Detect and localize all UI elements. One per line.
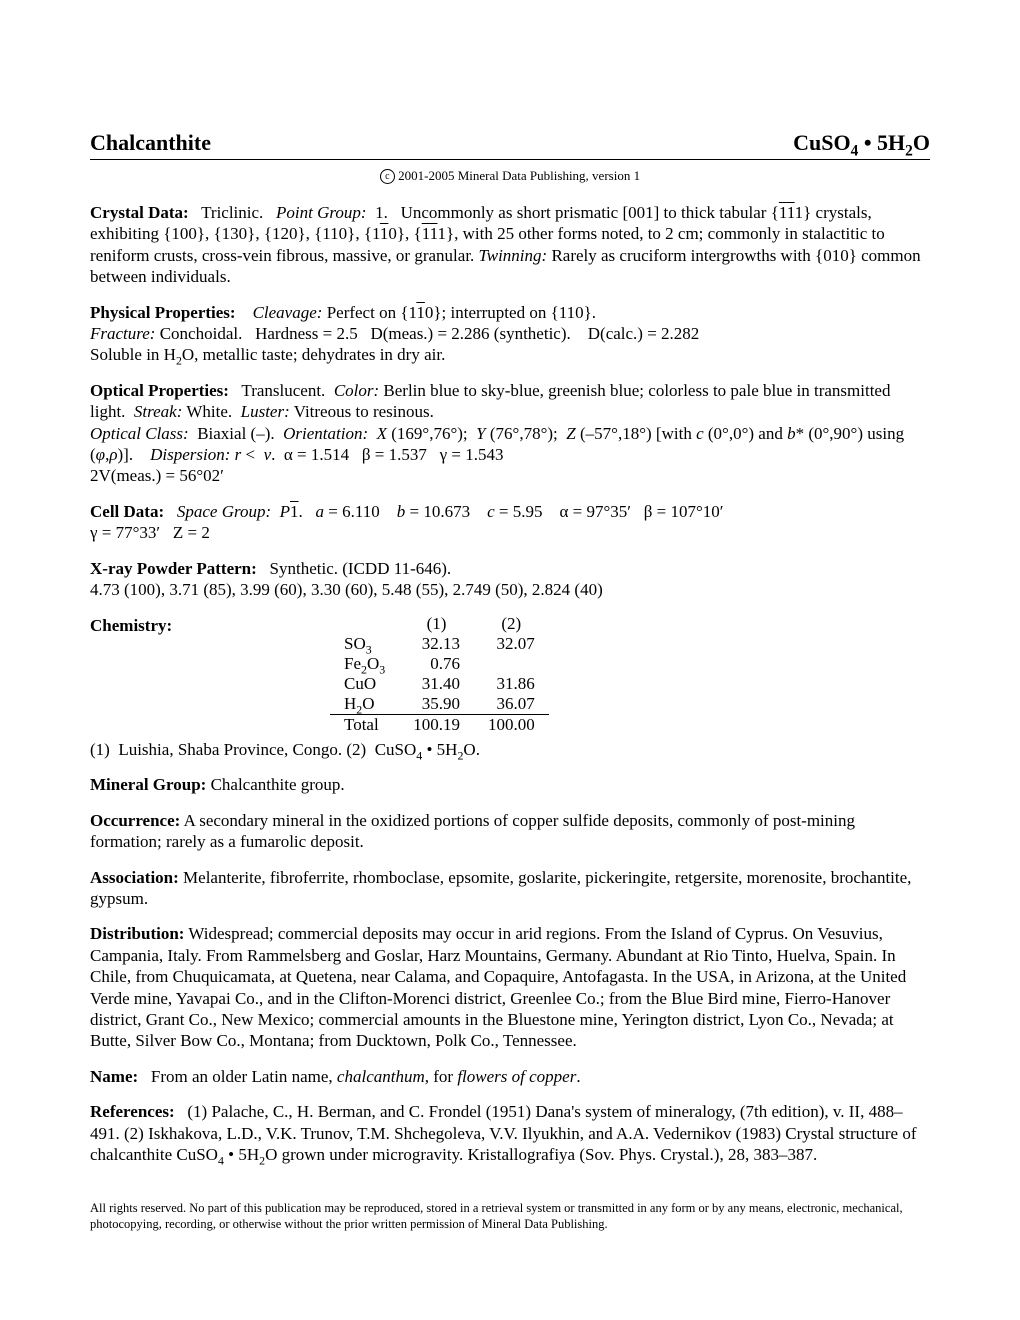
references-body: (1) Palache, C., H. Berman, and C. Frond…: [90, 1102, 917, 1164]
name-body: From an older Latin name, chalcanthum, f…: [138, 1067, 580, 1086]
cell-heading: Cell Data:: [90, 502, 164, 521]
occurrence-body: A secondary mineral in the oxidized port…: [90, 811, 855, 851]
copyright-line: c 2001-2005 Mineral Data Publishing, ver…: [90, 168, 930, 184]
crystal-data-heading: Crystal Data:: [90, 203, 189, 222]
chem-col-0: [330, 614, 399, 634]
physical-properties: Physical Properties: Cleavage: Perfect o…: [90, 302, 930, 366]
distribution: Distribution: Widespread; commercial dep…: [90, 923, 930, 1051]
crystal-data-body: Triclinic. Point Group: 1. Uncommonly as…: [90, 203, 921, 286]
xray-pattern: X-ray Powder Pattern: Synthetic. (ICDD 1…: [90, 558, 930, 601]
chem-row: Fe2O30.76: [330, 654, 549, 674]
mineral-group-body: Chalcanthite group.: [206, 775, 344, 794]
physical-heading: Physical Properties:: [90, 303, 236, 322]
copyright-text: 2001-2005 Mineral Data Publishing, versi…: [398, 168, 640, 183]
references: References: (1) Palache, C., H. Berman, …: [90, 1101, 930, 1165]
occurrence: Occurrence: A secondary mineral in the o…: [90, 810, 930, 853]
mineral-formula: CuSO4 • 5H2O: [793, 130, 930, 156]
page: Chalcanthite CuSO4 • 5H2O c 2001-2005 Mi…: [0, 0, 1020, 1320]
crystal-data: Crystal Data: Triclinic. Point Group: 1.…: [90, 202, 930, 288]
cell-body: Space Group: P1. a = 6.110 b = 10.673 c …: [90, 502, 724, 542]
optical-properties: Optical Properties: Translucent. Color: …: [90, 380, 930, 487]
chemistry-note: (1) Luishia, Shaba Province, Congo. (2) …: [90, 739, 930, 760]
association: Association: Melanterite, fibroferrite, …: [90, 867, 930, 910]
distribution-body: Widespread; commercial deposits may occu…: [90, 924, 906, 1050]
xray-heading: X-ray Powder Pattern:: [90, 559, 257, 578]
mineral-group-heading: Mineral Group:: [90, 775, 206, 794]
association-body: Melanterite, fibroferrite, rhomboclase, …: [90, 868, 911, 908]
distribution-heading: Distribution:: [90, 924, 184, 943]
copyright-icon: c: [380, 169, 395, 184]
mineral-name: Chalcanthite: [90, 130, 211, 156]
chem-row: SO332.1332.07: [330, 634, 549, 654]
chem-col-2: (2): [474, 614, 549, 634]
references-heading: References:: [90, 1102, 175, 1121]
chem-total-row: Total100.19100.00: [330, 714, 549, 735]
mineral-group: Mineral Group: Chalcanthite group.: [90, 774, 930, 795]
chemistry-table: (1) (2) SO332.1332.07 Fe2O30.76 CuO31.40…: [330, 614, 549, 735]
chemistry-heading: Chemistry:: [90, 616, 172, 635]
chem-col-1: (1): [399, 614, 474, 634]
footer-text: All rights reserved. No part of this pub…: [90, 1201, 930, 1232]
header: Chalcanthite CuSO4 • 5H2O: [90, 130, 930, 160]
name-heading: Name:: [90, 1067, 138, 1086]
occurrence-heading: Occurrence:: [90, 811, 180, 830]
name-section: Name: From an older Latin name, chalcant…: [90, 1066, 930, 1087]
chem-row: CuO31.4031.86: [330, 674, 549, 694]
chem-header-row: (1) (2): [330, 614, 549, 634]
optical-heading: Optical Properties:: [90, 381, 229, 400]
chem-row: H2O35.9036.07: [330, 694, 549, 715]
association-heading: Association:: [90, 868, 179, 887]
cell-data: Cell Data: Space Group: P1. a = 6.110 b …: [90, 501, 930, 544]
